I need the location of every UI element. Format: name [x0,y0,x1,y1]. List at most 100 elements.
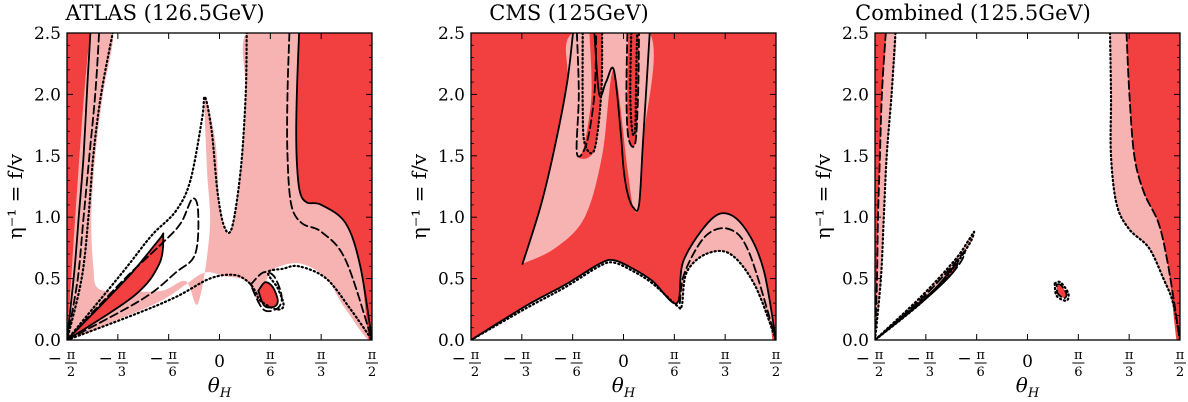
dotted-contour [581,33,604,155]
solid-contour [471,212,776,340]
x-tick-numerator: π [1125,348,1134,363]
y-tick-label: 0.5 [842,270,869,290]
dashed-contour [286,33,372,340]
combined-panel: Combined (125.5GeV) 0.0 0.5 1.0 1.5 2.0 2.5− π… [808,0,1186,402]
x-tick-denominator: 3 [522,365,530,380]
x-tick-numerator: π [67,348,76,363]
dotted-contour [875,33,897,340]
solid-contour [257,281,279,309]
y-tick-label: 2.5 [438,24,465,44]
x-tick-label: 0 [1022,352,1033,372]
x-tick-sign: − [856,349,870,369]
dotted-contour [471,249,776,340]
x-tick-numerator: π [1176,348,1185,363]
panel-title: CMS (125GeV) [489,1,649,25]
x-tick-denominator: 2 [368,365,376,380]
y-axis-label: η⁻¹ = f/v [811,153,835,239]
solid-contour [67,33,92,340]
x-tick-sign: − [452,349,466,369]
dotted-contour [67,33,248,340]
combined-plot: 0.00.51.01.52.02.5− π2− π3− π60 π6π3π2θHη⁻¹ … [811,24,1186,401]
x-tick-denominator: 6 [1074,365,1082,380]
y-tick-label: 1.5 [842,147,869,167]
solid-contour [593,33,651,212]
x-tick-numerator: π [721,348,730,363]
y-tick-label: 0.0 [34,331,61,351]
dotted-contour [1108,33,1180,340]
cms-plot: 0.00.51.01.52.02.5− π2− π3− π60 π6π3π2θHη⁻¹ … [407,24,782,401]
x-tick-denominator: 2 [471,365,479,380]
x-tick-numerator: π [168,348,177,363]
x-tick-numerator: π [572,348,581,363]
x-tick-denominator: 6 [266,365,274,380]
plot-area [67,33,372,340]
dashed-contour [678,227,776,340]
dashed-contour [1055,283,1068,300]
x-tick-numerator: π [118,348,127,363]
x-tick-sign: − [503,349,517,369]
dotted-contour [67,33,114,340]
solid-contour [875,262,959,340]
x-tick-label: 0 [618,352,629,372]
x-tick-denominator: 3 [118,365,126,380]
x-tick-numerator: π [471,348,480,363]
atlas-panel: ATLAS (126.5GeV) 0.0 0.5 1.0 1.5 2.0 2.5− π 2− π… [0,0,378,402]
y-tick-label: 2.5 [34,24,61,44]
x-tick-denominator: 6 [169,365,177,380]
x-tick-denominator: 2 [67,365,75,380]
x-tick-denominator: 3 [926,365,934,380]
strong-exclusion-region [875,33,886,340]
y-tick-label: 0.0 [842,331,869,351]
y-tick-label: 0.5 [34,270,61,290]
x-tick-sign: − [48,349,62,369]
dashed-contour [67,33,100,340]
dashed-contour [875,33,887,340]
dotted-contour [1053,280,1070,302]
x-tick-numerator: π [976,348,985,363]
y-tick-label: 0.0 [438,331,465,351]
x-tick-denominator: 2 [772,365,780,380]
x-tick-denominator: 3 [721,365,729,380]
plot-area [875,33,1180,340]
y-tick-label: 1.5 [34,147,61,167]
solid-contour [521,33,574,265]
panel-title: ATLAS (126.5GeV) [65,1,265,25]
dashed-contour [249,270,283,313]
x-tick-denominator: 6 [977,365,985,380]
x-tick-denominator: 6 [670,365,678,380]
atlas-plot: 0.00.51.01.52.02.5− π2− π3− π60 π6π3π2θHη⁻¹ … [3,24,378,401]
x-tick-numerator: π [670,348,679,363]
x-tick-denominator: 2 [875,365,883,380]
y-tick-label: 2.0 [34,85,61,105]
x-tick-sign: − [907,349,921,369]
x-axis-label: θH [208,373,232,401]
y-tick-label: 1.0 [438,208,465,228]
x-tick-numerator: π [875,348,884,363]
x-tick-sign: − [553,349,567,369]
dotted-contour [629,33,639,137]
light-exclusion-region [681,213,776,340]
x-axis-label: θH [1016,373,1040,401]
y-tick-label: 1.0 [842,208,869,228]
x-tick-sign: − [149,349,163,369]
y-tick-label: 2.5 [842,24,869,44]
x-tick-sign: − [957,349,971,369]
dashed-contour [1125,33,1180,340]
x-tick-numerator: π [772,348,781,363]
x-tick-label: 0 [214,352,225,372]
dashed-contour [625,33,640,148]
x-tick-numerator: π [522,348,531,363]
y-tick-label: 2.0 [438,85,465,105]
strong-exclusion-region [1126,33,1180,340]
cms-panel: CMS (125GeV) 0.0 0.5 1.0 1.5 2.0 2.5− π 2− π 3− π 6… [404,0,782,402]
x-tick-numerator: π [1074,348,1083,363]
x-tick-numerator: π [266,348,275,363]
solid-contour [67,232,165,340]
x-tick-sign: − [99,349,113,369]
x-tick-numerator: π [926,348,935,363]
x-tick-denominator: 3 [1125,365,1133,380]
y-axis-label: η⁻¹ = f/v [407,153,431,239]
x-tick-numerator: π [368,348,377,363]
x-tick-numerator: π [317,348,326,363]
dashed-contour [575,33,598,158]
